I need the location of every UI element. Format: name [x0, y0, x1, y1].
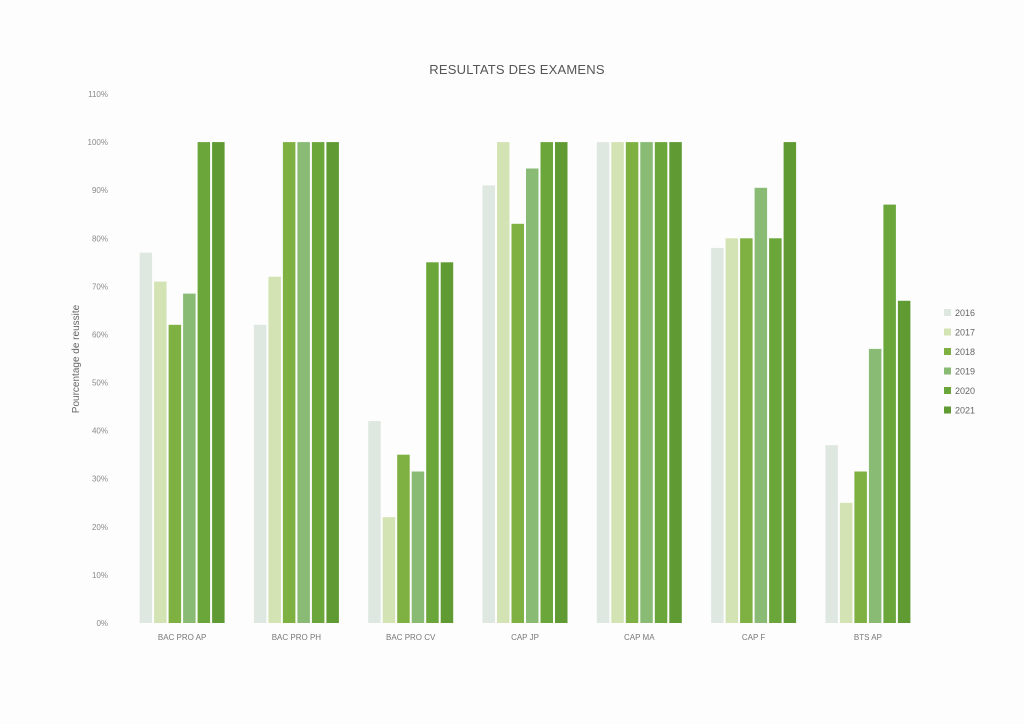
bar: [382, 517, 396, 623]
y-tick-label: 10%: [92, 571, 108, 580]
legend-swatch: [944, 387, 951, 394]
x-tick-label: CAP MA: [624, 633, 655, 642]
bar: [511, 223, 524, 624]
bar: [326, 142, 339, 623]
legend-swatch: [944, 367, 951, 375]
bar: [497, 142, 510, 623]
y-tick-label: 100%: [88, 138, 108, 147]
legend: 2016 2017 2018 2019 2020 2021: [944, 308, 975, 416]
legend-label: 2021: [955, 406, 975, 416]
legend-swatch: [944, 309, 951, 316]
x-axis-ticks: BAC PRO AP BAC PRO PH BAC PRO CV CAP JP CAP …: [158, 633, 882, 642]
bar: [740, 238, 753, 624]
bar: [868, 348, 882, 623]
bar: [596, 142, 610, 623]
bar: [725, 238, 739, 624]
x-tick-label: BAC PRO CV: [386, 633, 436, 642]
bar: [540, 142, 553, 623]
legend-label: 2019: [955, 367, 975, 377]
bar: [282, 142, 296, 623]
bar: [311, 142, 325, 623]
y-tick-label: 70%: [92, 282, 108, 291]
bar: [197, 142, 211, 623]
legend-label: 2020: [955, 386, 975, 396]
bar: [854, 471, 867, 623]
x-tick-label: BTS AP: [854, 633, 882, 642]
bar: [654, 142, 668, 623]
bar: [482, 185, 495, 623]
x-tick-label: CAP F: [742, 633, 766, 642]
bar: [368, 421, 381, 623]
bar: [625, 142, 639, 623]
bar: [168, 324, 182, 623]
legend-label: 2017: [955, 328, 975, 338]
y-tick-label: 80%: [92, 234, 108, 243]
bar: [769, 238, 782, 624]
legend-swatch: [944, 328, 951, 336]
bar: [268, 276, 281, 623]
bar: [154, 281, 167, 623]
y-axis-ticks: 0% 10% 20% 30% 40% 50% 60% 70% 80% 90% 100% 110%: [88, 90, 108, 628]
bar: [253, 324, 267, 623]
bar: [897, 300, 911, 623]
x-tick-label: BAC PRO AP: [158, 633, 206, 642]
bar: [411, 471, 425, 623]
bar: [440, 262, 454, 623]
y-tick-label: 90%: [92, 186, 108, 195]
y-tick-label: 110%: [88, 90, 108, 99]
bar: [212, 142, 225, 623]
bar: [397, 454, 410, 623]
y-tick-label: 60%: [92, 330, 108, 339]
y-tick-label: 20%: [92, 523, 108, 532]
bar: [754, 187, 768, 624]
y-tick-label: 40%: [92, 427, 108, 436]
bar: [825, 445, 838, 623]
legend-swatch: [944, 348, 951, 355]
bar: [611, 142, 624, 623]
legend-label: 2016: [955, 308, 975, 318]
bar: [711, 247, 724, 623]
x-tick-label: BAC PRO PH: [272, 633, 322, 642]
legend-label: 2018: [955, 347, 975, 357]
legend-swatch: [944, 406, 951, 414]
chart-title: RESULTATS DES EXAMENS: [429, 62, 605, 77]
y-tick-label: 30%: [92, 475, 108, 484]
bar: [883, 204, 896, 623]
bar: [297, 142, 310, 623]
bar: [555, 142, 568, 623]
bar: [669, 142, 682, 623]
bar: [526, 168, 539, 623]
bar: [183, 293, 196, 623]
y-axis-label: Pourcentage de reussite: [71, 304, 82, 413]
bar: [426, 262, 439, 623]
x-tick-label: CAP JP: [511, 633, 539, 642]
y-tick-label: 50%: [92, 379, 108, 388]
bars-group: [139, 142, 911, 624]
y-tick-label: 0%: [96, 619, 108, 628]
bar: [139, 252, 153, 623]
bar: [783, 142, 797, 623]
bar: [640, 142, 653, 623]
bar: [839, 502, 853, 623]
